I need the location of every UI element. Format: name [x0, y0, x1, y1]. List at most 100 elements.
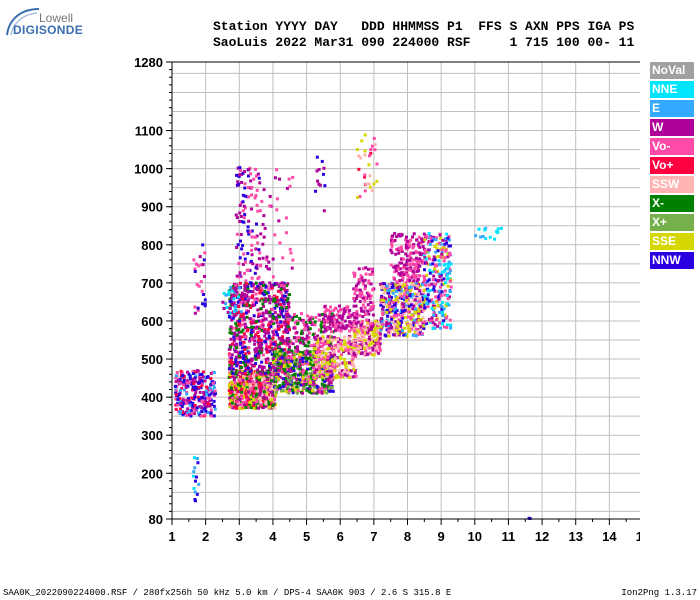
echo-point — [338, 304, 342, 308]
echo-point — [394, 298, 398, 302]
echo-point — [401, 284, 405, 288]
echo-point — [261, 324, 265, 328]
echo-point — [256, 298, 260, 302]
echo-point — [236, 300, 240, 304]
echo-point — [332, 314, 336, 318]
echo-point — [278, 241, 282, 245]
echo-point — [230, 401, 234, 405]
echo-point — [268, 194, 272, 198]
echo-point — [354, 284, 358, 288]
echo-point — [243, 359, 247, 363]
echo-point — [405, 254, 409, 258]
echo-point — [395, 247, 399, 251]
echo-point — [381, 324, 385, 328]
echo-point — [292, 386, 296, 390]
echo-point — [265, 350, 269, 354]
echo-point — [419, 305, 423, 309]
echo-point — [438, 310, 442, 314]
echo-point — [367, 343, 371, 347]
echo-point — [363, 189, 367, 193]
echo-point — [178, 397, 182, 401]
echo-point — [409, 303, 413, 307]
echo-point — [306, 367, 310, 371]
echo-point — [317, 347, 321, 351]
echo-point — [369, 282, 373, 286]
echo-point — [185, 401, 189, 405]
echo-point — [287, 391, 291, 395]
echo-point — [335, 313, 339, 317]
echo-point — [315, 371, 319, 375]
echo-point — [262, 293, 266, 297]
echo-point — [313, 347, 317, 351]
echo-point — [283, 348, 287, 352]
echo-point — [343, 360, 347, 364]
echo-point — [274, 316, 278, 320]
echo-point — [392, 303, 396, 307]
echo-point — [235, 274, 239, 278]
echo-point — [282, 339, 286, 343]
echo-point — [432, 255, 436, 259]
echo-point — [258, 393, 262, 397]
echo-point — [203, 413, 207, 417]
echo-point — [206, 396, 210, 400]
echo-point — [277, 368, 281, 372]
echo-point — [392, 276, 396, 280]
echo-point — [238, 239, 242, 243]
echo-point — [304, 321, 308, 325]
echo-point — [194, 391, 198, 395]
echo-point — [259, 313, 263, 317]
echo-point — [298, 372, 302, 376]
echo-point — [336, 321, 340, 325]
echo-point — [319, 330, 323, 334]
echo-point — [285, 186, 289, 190]
echo-point — [179, 369, 183, 373]
echo-point — [260, 367, 264, 371]
echo-point — [231, 396, 235, 400]
echo-point — [197, 482, 201, 486]
echo-point — [316, 338, 320, 342]
echo-point — [340, 321, 344, 325]
echo-point — [324, 363, 328, 367]
echo-point — [408, 322, 412, 326]
echo-point — [423, 294, 427, 298]
echo-point — [354, 304, 358, 308]
echo-point — [443, 289, 447, 293]
echo-point — [246, 385, 250, 389]
echo-point — [272, 333, 276, 337]
echo-point — [361, 279, 365, 283]
echo-point — [361, 315, 365, 319]
echo-point — [233, 391, 237, 395]
echo-point — [258, 291, 262, 295]
echo-point — [267, 373, 271, 377]
echo-point — [383, 333, 387, 337]
echo-point — [233, 287, 237, 291]
x-tick-label: 2 — [202, 529, 209, 544]
echo-point — [205, 375, 209, 379]
echo-point — [193, 269, 197, 273]
echo-point — [257, 334, 261, 338]
echo-point — [270, 399, 274, 403]
echo-point — [392, 287, 396, 291]
echo-point — [356, 288, 360, 292]
echo-point — [331, 389, 335, 393]
echo-point — [328, 326, 332, 330]
echo-point — [382, 282, 386, 286]
echo-point — [261, 302, 265, 306]
echo-point — [188, 374, 192, 378]
echo-point — [198, 255, 202, 259]
echo-point — [446, 255, 450, 259]
echo-point — [351, 362, 355, 366]
echo-point — [231, 374, 235, 378]
echo-point — [363, 149, 367, 153]
echo-point — [204, 385, 208, 389]
echo-point — [390, 317, 394, 321]
echo-point — [415, 330, 419, 334]
echo-point — [445, 232, 449, 236]
echo-point — [363, 175, 367, 179]
echo-point — [352, 271, 356, 275]
echo-point — [176, 403, 180, 407]
echo-point — [242, 252, 246, 256]
echo-point — [232, 376, 236, 380]
echo-point — [250, 253, 254, 257]
echo-point — [199, 381, 203, 385]
